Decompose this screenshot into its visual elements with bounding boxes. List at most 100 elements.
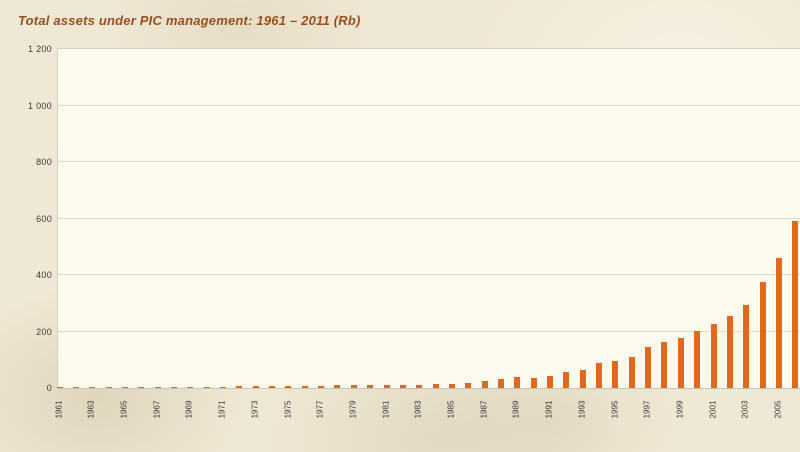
- x-axis-label-1999: 1999: [674, 391, 686, 427]
- x-axis-label-1987: 1987: [478, 391, 490, 427]
- y-axis-label-1200: 1 200: [27, 44, 52, 54]
- x-axis-label-text: 1973: [250, 400, 260, 419]
- bar-2002: [726, 315, 733, 388]
- bar-1991: [547, 375, 553, 388]
- bar-1983: [416, 384, 423, 388]
- bar-1986: [465, 382, 472, 388]
- y-axis-label-1000: 1 000: [27, 100, 52, 111]
- y-axis-label-600: 600: [36, 213, 52, 224]
- x-axis-label-1985: 1985: [445, 391, 457, 427]
- bar-2005: [775, 258, 782, 388]
- bar-1985: [448, 384, 455, 388]
- x-axis-label-text: 2003: [740, 400, 750, 419]
- bar-1997: [645, 347, 652, 388]
- gridline-200: [58, 330, 800, 332]
- bar-1981: [383, 384, 390, 388]
- x-axis-label-1973: 1973: [249, 391, 261, 427]
- bar-1982: [399, 384, 406, 388]
- bar-1994: [596, 363, 603, 388]
- bar-1971: [220, 386, 226, 388]
- bar-1963: [89, 387, 96, 388]
- x-axis-label-1981: 1981: [380, 391, 392, 427]
- bar-2004: [759, 282, 766, 388]
- x-axis-label-text: 1975: [282, 400, 292, 419]
- y-axis-label-0: 0: [46, 383, 52, 393]
- bar-1976: [301, 385, 308, 388]
- x-axis-label-1993: 1993: [576, 391, 588, 427]
- x-axis-label-text: 1971: [217, 400, 227, 419]
- bar-2000: [694, 330, 701, 388]
- x-axis-label-1969: 1969: [183, 391, 195, 427]
- x-axis-label-text: 1977: [315, 400, 325, 419]
- bar-1973: [252, 386, 259, 388]
- x-axis-label-text: 2005: [773, 400, 783, 419]
- x-axis-label-text: 1961: [54, 400, 64, 419]
- x-axis-label-1965: 1965: [118, 391, 130, 427]
- bar-1999: [677, 338, 684, 388]
- x-axis-label-2005: 2005: [772, 391, 784, 427]
- bar-2003: [743, 304, 750, 388]
- x-axis-label-1991: 1991: [543, 391, 555, 427]
- x-axis-label-1975: 1975: [281, 391, 293, 427]
- x-axis-label-1967: 1967: [151, 391, 163, 427]
- bar-1980: [367, 385, 374, 388]
- x-axis-label-text: 1989: [511, 400, 521, 419]
- x-axis-label-2001: 2001: [707, 391, 719, 427]
- gridline-400: [58, 274, 800, 275]
- x-axis-label-1977: 1977: [314, 391, 326, 427]
- x-axis-label-text: 2001: [708, 400, 718, 419]
- bar-1993: [579, 369, 586, 388]
- x-axis-label-1989: 1989: [510, 391, 522, 427]
- x-axis-label-text: 1985: [446, 400, 456, 419]
- x-axis-label-1963: 1963: [85, 391, 97, 427]
- x-axis-label-1971: 1971: [216, 391, 228, 427]
- bar-1979: [350, 385, 357, 388]
- x-axis-label-text: 1997: [642, 400, 652, 419]
- bar-1996: [628, 357, 635, 388]
- gridline-800: [58, 161, 800, 162]
- bar-1970: [203, 386, 210, 388]
- x-axis-label-text: 1981: [381, 400, 391, 419]
- bar-1961: [56, 387, 63, 388]
- bar-1974: [269, 386, 276, 388]
- bar-1968: [170, 386, 177, 388]
- x-axis-label-1979: 1979: [347, 391, 359, 427]
- y-axis-label-800: 800: [36, 157, 52, 167]
- x-axis-label-2003: 2003: [739, 391, 751, 427]
- bar-1965: [121, 387, 128, 388]
- x-axis-label-text: 1987: [479, 400, 489, 419]
- bar-1966: [138, 387, 145, 388]
- bar-1998: [661, 341, 668, 388]
- x-axis-label-text: 1999: [675, 400, 685, 419]
- x-axis-label-1995: 1995: [608, 391, 620, 427]
- x-axis-label-text: 1979: [348, 400, 358, 419]
- bar-1969: [187, 386, 194, 388]
- bar-1987: [481, 380, 488, 388]
- x-axis-label-text: 1967: [152, 400, 162, 419]
- bar-2001: [710, 323, 717, 388]
- bar-1989: [514, 377, 521, 388]
- x-axis-label-text: 1995: [609, 400, 619, 419]
- bar-1977: [318, 385, 325, 388]
- bar-1988: [497, 379, 504, 388]
- plot-area: [56, 48, 800, 389]
- x-axis-label-text: 1991: [544, 400, 554, 419]
- bar-2006: [792, 221, 799, 388]
- bar-1967: [154, 387, 161, 388]
- bar-1975: [285, 386, 292, 388]
- bar-1962: [72, 387, 79, 388]
- x-axis-label-text: 1969: [184, 400, 194, 419]
- x-axis-label-1961: 1961: [53, 391, 65, 427]
- x-axis-label-text: 1963: [86, 400, 96, 419]
- bar-1964: [105, 387, 112, 388]
- x-axis-label-1997: 1997: [641, 391, 653, 427]
- y-axis-label-400: 400: [36, 270, 52, 280]
- gridline-1000: [58, 104, 800, 106]
- x-axis-label-text: 1993: [577, 400, 587, 419]
- x-axis-label-1983: 1983: [412, 391, 424, 427]
- bar-1972: [236, 386, 243, 388]
- bar-1992: [563, 371, 570, 388]
- y-axis-label-200: 200: [36, 326, 52, 337]
- bar-1990: [530, 378, 537, 388]
